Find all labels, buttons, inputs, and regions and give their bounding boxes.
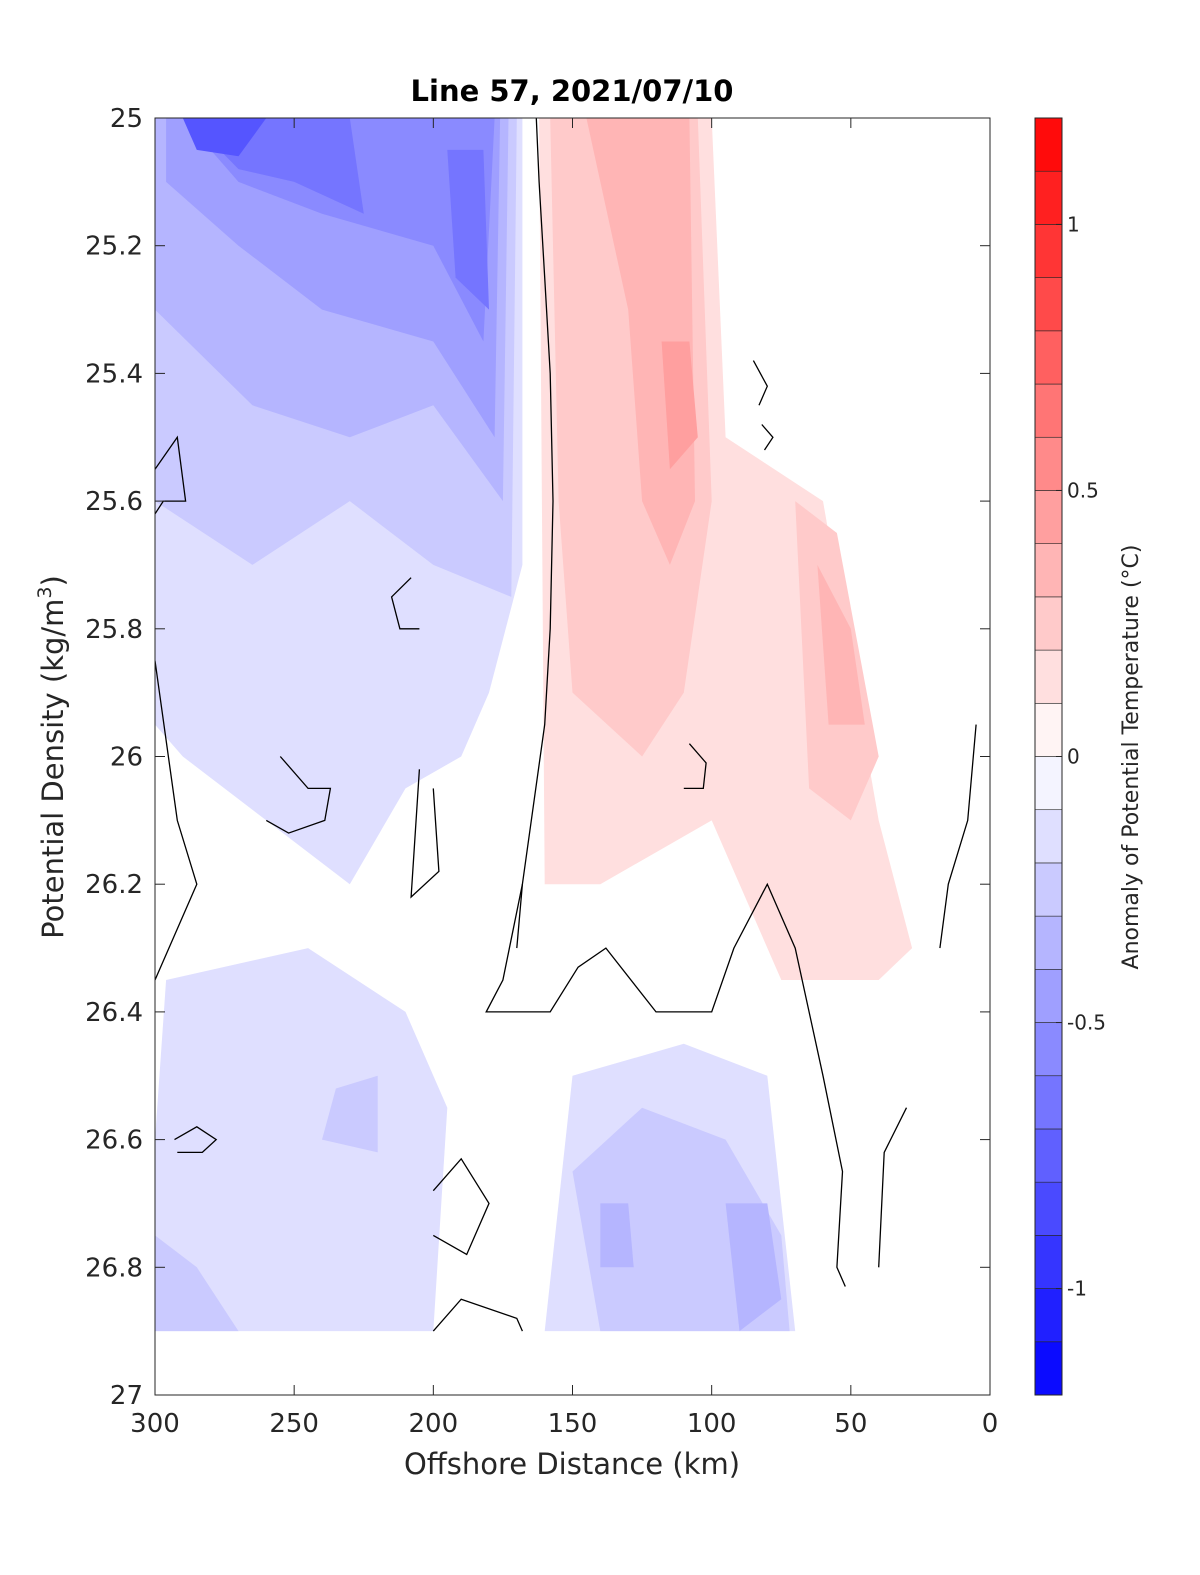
- zero-contour-0: [516, 118, 554, 949]
- colorbar-step-12: [1034, 702, 1063, 757]
- anomaly-region-12: [817, 564, 865, 725]
- x-tick-label-1: 250: [269, 1409, 319, 1439]
- zero-contour-lines: [155, 118, 977, 1332]
- colorbar-tick-label-2: 0: [1067, 745, 1080, 769]
- x-tick-label-5: 50: [834, 1409, 867, 1439]
- zero-contour-6: [410, 769, 440, 899]
- anomaly-fill-regions: [155, 118, 913, 1332]
- x-tick-label-0: 300: [130, 1409, 180, 1439]
- x-tick-label-3: 150: [548, 1409, 598, 1439]
- anomaly-region-18: [600, 1203, 634, 1268]
- y-tick-label-7: 26.4: [85, 998, 143, 1028]
- colorbar-step-10: [1034, 809, 1063, 864]
- anomaly-region-7: [182, 118, 267, 157]
- colorbar-step-13: [1034, 649, 1063, 704]
- zero-contour-8: [432, 1298, 523, 1332]
- colorbar-step-16: [1034, 490, 1063, 544]
- chart-title: Line 57, 2021/07/10: [411, 74, 734, 108]
- x-tick-label-2: 200: [409, 1409, 459, 1439]
- y-axis-label: Potential Density (kg/m3): [34, 575, 70, 939]
- colorbar-label: Anomaly of Potential Temperature (°C): [1119, 545, 1144, 970]
- zero-contour-5: [390, 577, 420, 630]
- anomaly-region-11: [586, 118, 695, 565]
- zero-contour-9: [683, 743, 707, 790]
- y-tick-label-1: 25.2: [85, 232, 143, 262]
- colorbar-step-19: [1034, 330, 1063, 385]
- zero-contour-2: [155, 435, 187, 515]
- zero-contour-4: [265, 756, 332, 834]
- zero-contour-14: [939, 724, 977, 949]
- zero-contour-3: [155, 660, 198, 981]
- colorbar: -1 -0.5 0 0.5 1: [1034, 117, 1106, 1396]
- zero-contour-12: [761, 424, 774, 451]
- colorbar-tick-label-3: 0.5: [1067, 478, 1099, 502]
- colorbar-step-4: [1034, 1128, 1063, 1183]
- y-tick-label-10: 27: [110, 1381, 143, 1411]
- x-tick-label-4: 100: [687, 1409, 737, 1439]
- colorbar-step-21: [1034, 224, 1063, 278]
- anomaly-region-13: [661, 341, 698, 470]
- zero-contour-13: [878, 1107, 908, 1268]
- colorbar-step-11: [1034, 756, 1063, 811]
- y-tick-label-8: 26.6: [85, 1126, 143, 1156]
- colorbar-tick-label-0: -1: [1067, 1277, 1087, 1301]
- zero-contour-7: [432, 1157, 490, 1256]
- colorbar-step-0: [1034, 1341, 1063, 1396]
- zero-contour-10: [174, 1126, 218, 1154]
- x-tick-label-6: 0: [982, 1409, 999, 1439]
- y-tick-label-4: 25.8: [85, 615, 143, 645]
- anomaly-region-19: [725, 1203, 782, 1332]
- y-tick-label-6: 26.2: [85, 870, 143, 900]
- y-tick-label-2: 25.4: [85, 359, 143, 389]
- y-tick-label-5: 26: [110, 743, 143, 773]
- anomaly-region-16: [322, 1075, 378, 1153]
- colorbar-step-15: [1034, 543, 1063, 598]
- anomaly-region-6: [447, 149, 489, 310]
- colorbar-step-2: [1034, 1235, 1063, 1289]
- anomaly-region-15: [155, 1235, 239, 1332]
- colorbar-tick-label-4: 1: [1067, 212, 1080, 236]
- plot-area: [154, 117, 991, 1396]
- y-tick-label-9: 26.8: [85, 1253, 143, 1283]
- y-axis: 25 25.2 25.4 25.6 25.8 26 26.2 26.4 26.6 26.8 27: [85, 104, 990, 1411]
- colorbar-step-18: [1034, 383, 1063, 438]
- colorbar-step-7: [1034, 969, 1063, 1023]
- x-axis: 300 250 200 150 100 50 0: [130, 118, 998, 1439]
- y-tick-label-0: 25: [110, 104, 143, 134]
- colorbar-step-14: [1034, 596, 1063, 651]
- colorbar-step-5: [1034, 1075, 1063, 1130]
- colorbar-tick-label-1: -0.5: [1067, 1011, 1106, 1035]
- zero-contour-1: [485, 882, 846, 1287]
- colorbar-step-17: [1034, 436, 1063, 491]
- y-tick-label-3: 25.6: [85, 487, 143, 517]
- zero-contour-11: [752, 360, 769, 406]
- colorbar-step-22: [1034, 170, 1063, 225]
- colorbar-step-3: [1034, 1181, 1063, 1236]
- colorbar-step-1: [1034, 1288, 1063, 1343]
- colorbar-step-23: [1034, 117, 1063, 172]
- colorbar-step-6: [1034, 1022, 1063, 1077]
- colorbar-step-8: [1034, 915, 1063, 970]
- x-axis-label: Offshore Distance (km): [404, 1447, 740, 1481]
- colorbar-step-20: [1034, 277, 1063, 332]
- colorbar-step-9: [1034, 862, 1063, 917]
